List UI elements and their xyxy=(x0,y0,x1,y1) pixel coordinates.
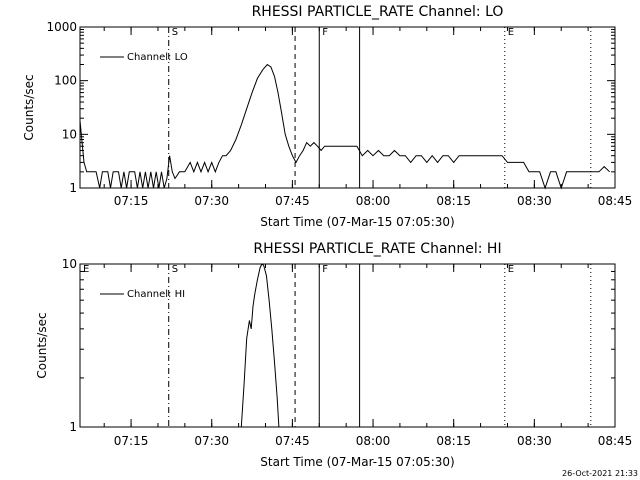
y-tick-label: 1000 xyxy=(46,20,77,34)
y-tick-label: 1 xyxy=(69,420,77,434)
x-tick-label: 08:45 xyxy=(598,194,633,208)
x-tick-label: 08:30 xyxy=(517,434,552,448)
event-marker-label: E xyxy=(508,27,514,38)
x-tick-label: 07:45 xyxy=(275,434,310,448)
y-axis-label: Counts/sec xyxy=(35,312,49,378)
plot-frame xyxy=(79,26,616,189)
x-tick-label: 08:45 xyxy=(598,434,633,448)
legend-entry: Channel: HI xyxy=(127,289,185,300)
series-line xyxy=(240,263,280,428)
chart-title: RHESSI PARTICLE_RATE Channel: LO xyxy=(252,4,504,20)
event-marker-label: F xyxy=(322,27,328,38)
x-axis-label: Start Time (07-Mar-15 07:05:30) xyxy=(260,215,454,229)
x-tick-label: 07:45 xyxy=(275,194,310,208)
x-tick-label: 08:00 xyxy=(356,194,391,208)
series-line xyxy=(79,63,610,190)
event-marker-label: E xyxy=(83,264,89,275)
x-tick-label: 08:30 xyxy=(517,194,552,208)
x-tick-label: 08:15 xyxy=(436,434,471,448)
event-marker-label: S xyxy=(172,27,178,38)
y-axis-label: Counts/sec xyxy=(22,74,36,140)
chart-title: RHESSI PARTICLE_RATE Channel: HI xyxy=(253,241,501,257)
y-tick-label: 100 xyxy=(54,74,77,88)
y-tick-label: 10 xyxy=(62,127,77,141)
legend-entry: Channel: LO xyxy=(127,52,188,63)
event-marker-label: E xyxy=(508,264,514,275)
y-tick-label: 10 xyxy=(62,257,77,271)
plot-frame xyxy=(79,263,616,428)
event-marker-label: S xyxy=(172,264,178,275)
y-tick-label: 1 xyxy=(69,181,77,195)
x-tick-label: 07:30 xyxy=(194,194,229,208)
footer-timestamp: 26-Oct-2021 21:33 xyxy=(562,469,638,478)
x-tick-label: 07:30 xyxy=(194,434,229,448)
x-tick-label: 08:15 xyxy=(436,194,471,208)
event-marker-label: F xyxy=(322,264,328,275)
x-axis-label: Start Time (07-Mar-15 07:05:30) xyxy=(260,455,454,469)
x-tick-label: 07:15 xyxy=(114,194,149,208)
x-tick-label: 08:00 xyxy=(356,434,391,448)
x-tick-label: 07:15 xyxy=(114,434,149,448)
